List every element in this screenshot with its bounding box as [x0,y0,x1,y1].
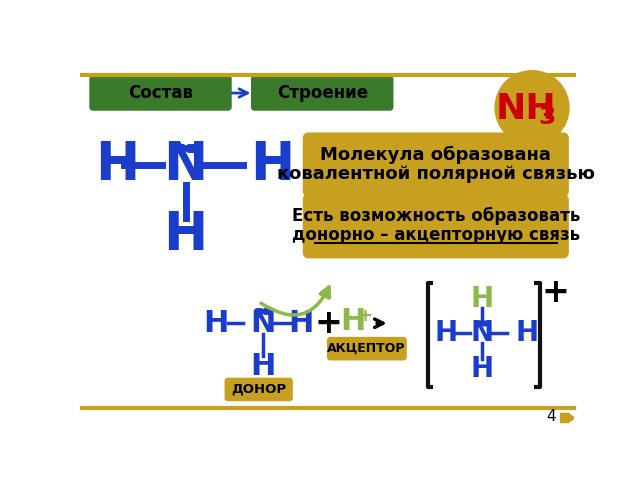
FancyBboxPatch shape [90,75,232,111]
Text: N: N [470,319,493,347]
Text: H: H [289,309,314,338]
Text: донорно – акцепторную связь: донорно – акцепторную связь [292,227,580,244]
Text: Есть возможность образовать: Есть возможность образовать [292,207,580,225]
Text: ковалентной полярной связью: ковалентной полярной связью [276,165,595,183]
Text: H: H [340,307,366,336]
Text: H: H [163,209,207,261]
Text: ДОНОР: ДОНОР [231,383,286,396]
Text: N: N [163,139,207,192]
Text: 3: 3 [539,105,556,129]
Text: Молекула образована: Молекула образована [321,146,551,165]
Text: Состав: Состав [128,84,193,102]
FancyBboxPatch shape [328,338,406,360]
FancyArrow shape [561,413,575,422]
Text: H: H [470,356,493,384]
Text: H: H [435,319,458,347]
Text: H: H [515,319,538,347]
Text: H: H [250,139,294,192]
Text: +: + [314,307,342,340]
FancyBboxPatch shape [304,134,568,195]
Text: N: N [250,309,275,338]
Text: H: H [470,285,493,312]
Text: NH: NH [495,92,556,126]
Text: Строение: Строение [276,84,368,102]
Text: H: H [95,139,140,192]
FancyBboxPatch shape [251,75,394,111]
Text: +: + [541,276,569,309]
Text: H: H [204,309,229,338]
FancyBboxPatch shape [304,195,568,257]
Text: 4: 4 [547,409,556,424]
FancyBboxPatch shape [225,379,292,400]
Text: +: + [358,307,372,324]
Text: H: H [250,352,275,381]
Text: АКЦЕПТОР: АКЦЕПТОР [327,342,406,355]
FancyArrowPatch shape [261,287,329,315]
Circle shape [495,71,569,144]
